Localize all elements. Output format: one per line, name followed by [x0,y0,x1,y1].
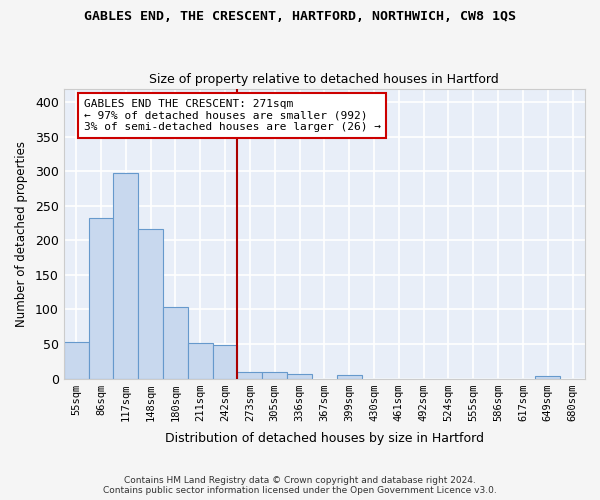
Bar [287,374,312,378]
Bar [163,308,188,378]
Bar [262,372,287,378]
Text: GABLES END, THE CRESCENT, HARTFORD, NORTHWICH, CW8 1QS: GABLES END, THE CRESCENT, HARTFORD, NORT… [84,10,516,23]
Text: Contains HM Land Registry data © Crown copyright and database right 2024.
Contai: Contains HM Land Registry data © Crown c… [103,476,497,495]
Text: GABLES END THE CRESCENT: 271sqm
← 97% of detached houses are smaller (992)
3% of: GABLES END THE CRESCENT: 271sqm ← 97% of… [83,99,380,132]
Bar [138,230,163,378]
Y-axis label: Number of detached properties: Number of detached properties [15,140,28,326]
Bar [188,342,212,378]
Bar [337,375,362,378]
Title: Size of property relative to detached houses in Hartford: Size of property relative to detached ho… [149,73,499,86]
Bar [238,372,262,378]
Bar [64,342,89,378]
Bar [113,173,138,378]
X-axis label: Distribution of detached houses by size in Hartford: Distribution of detached houses by size … [165,432,484,445]
Bar [212,344,238,378]
Bar [535,376,560,378]
Bar [89,218,113,378]
